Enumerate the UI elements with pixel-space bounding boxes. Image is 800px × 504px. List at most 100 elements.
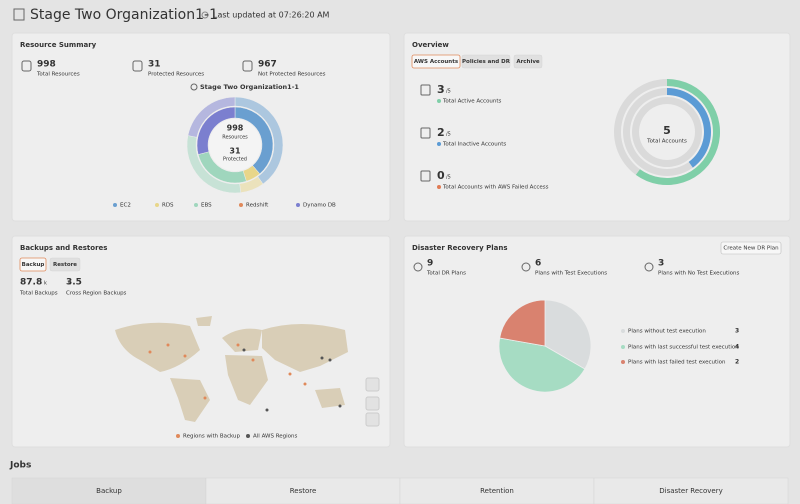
account-label: Total Accounts with AWS Failed Access: [442, 185, 549, 191]
map-controls[interactable]: [365, 377, 380, 427]
card-title: Backups and Restores: [20, 244, 107, 252]
donut-center-text: Protected: [223, 157, 247, 163]
page-title: Stage Two Organization1-1: [30, 7, 218, 23]
stat-icon: [21, 60, 32, 72]
create-dr-button[interactable]: [720, 241, 782, 255]
legend-label: EBS: [201, 203, 212, 209]
account-value: 3: [437, 83, 445, 96]
legend-label: All AWS Regions: [253, 434, 298, 440]
donut-segment: [187, 96, 236, 138]
pie-slice: [544, 299, 592, 370]
pie-slice: [499, 299, 546, 347]
account-dot: [437, 142, 441, 146]
dr-card: [403, 235, 791, 448]
tab-label: AWS Accounts: [414, 59, 459, 65]
pie-slice: [498, 337, 586, 393]
world-map: [115, 316, 348, 422]
home-button[interactable]: [365, 377, 380, 392]
tab-label: Restore: [53, 262, 77, 268]
account-total: /5: [446, 89, 451, 95]
zoom-in-button[interactable]: [365, 396, 380, 411]
ring-arc: [667, 88, 711, 168]
donut-center-text: 31: [229, 147, 241, 156]
legend-value: 2: [735, 359, 739, 366]
legend-label: Plans with last failed test execution: [628, 360, 726, 366]
tab[interactable]: [513, 54, 543, 69]
tab-label: Archive: [516, 59, 540, 65]
backup-value: 87.8: [20, 278, 42, 288]
donut-center-text: 998: [227, 124, 244, 133]
account-value: 0: [437, 169, 445, 182]
ring-total-label: Total Accounts: [646, 139, 687, 145]
dr-icon: [644, 262, 654, 272]
dr-label: Total DR Plans: [426, 271, 466, 277]
legend-marker: [621, 345, 625, 349]
donut-segment: [196, 106, 236, 155]
dr-label: Plans with No Test Executions: [658, 271, 740, 277]
card-title: Disaster Recovery Plans: [412, 244, 508, 252]
legend-label: Plans without test execution: [628, 329, 706, 335]
backup-label: Cross Region Backups: [66, 291, 127, 297]
job-tab-label: Restore: [290, 487, 317, 495]
tab-label: Backup: [22, 262, 45, 268]
account-dot: [437, 99, 441, 103]
legend-marker: [155, 203, 159, 207]
backup-label: Total Backups: [19, 291, 58, 297]
tab[interactable]: [49, 257, 81, 272]
stat-icon: [242, 60, 253, 72]
tab[interactable]: [411, 54, 461, 69]
legend-value: 4: [735, 344, 739, 351]
legend-label: EC2: [120, 203, 131, 209]
stat-label: Total Resources: [36, 72, 80, 78]
last-updated: Last updated at 07:26:20 AM: [213, 11, 330, 20]
dr-value: 9: [427, 259, 433, 269]
ring-total: 5: [663, 124, 671, 137]
job-tab-label: Backup: [96, 487, 122, 495]
stat-value: 31: [148, 60, 161, 70]
backup-unit: k: [68, 281, 71, 287]
job-tab[interactable]: [11, 477, 207, 504]
org-icon: [190, 83, 198, 91]
tab[interactable]: [19, 257, 47, 272]
dr-label: Plans with Test Executions: [535, 271, 607, 277]
stat-value: 998: [37, 60, 56, 70]
clock-icon: [201, 11, 209, 19]
legend-marker: [621, 360, 625, 364]
account-dot: [437, 185, 441, 189]
legend-label: Plans with last successful test executio…: [628, 345, 739, 351]
zoom-out-button[interactable]: [365, 412, 380, 427]
ring-arc: [635, 79, 721, 185]
tab-label: Policies and DR: [462, 59, 511, 65]
legend-label: Dynamo DB: [303, 203, 336, 209]
backup-value: 3.5: [66, 278, 82, 288]
account-icon: [420, 84, 431, 96]
account-icon: [420, 127, 431, 139]
stat-label: Not Protected Resources: [258, 72, 326, 78]
legend-label: Redshift: [246, 203, 269, 209]
stat-label: Protected Resources: [148, 72, 204, 78]
dr-icon: [521, 262, 531, 272]
account-label: Total Inactive Accounts: [442, 142, 506, 148]
org-name: Stage Two Organization1-1: [200, 83, 299, 91]
account-value: 2: [437, 126, 445, 139]
stat-icon: [132, 60, 143, 72]
tab[interactable]: [461, 54, 511, 69]
stat-value: 967: [258, 60, 277, 70]
donut-center-text: Resources: [222, 135, 248, 141]
legend-marker: [113, 203, 117, 207]
org-icon: [13, 8, 25, 21]
legend-marker: [296, 203, 300, 207]
job-tab[interactable]: [205, 477, 401, 504]
account-total: /5: [446, 175, 451, 181]
dr-icon: [413, 262, 423, 272]
card-title: Overview: [412, 41, 449, 49]
dr-value: 3: [658, 259, 664, 269]
backups-card: [11, 235, 391, 448]
legend-marker: [246, 434, 250, 438]
legend-marker: [621, 329, 625, 333]
backup-unit: k: [44, 281, 47, 287]
job-tab[interactable]: [593, 477, 789, 504]
job-tab[interactable]: [399, 477, 595, 504]
